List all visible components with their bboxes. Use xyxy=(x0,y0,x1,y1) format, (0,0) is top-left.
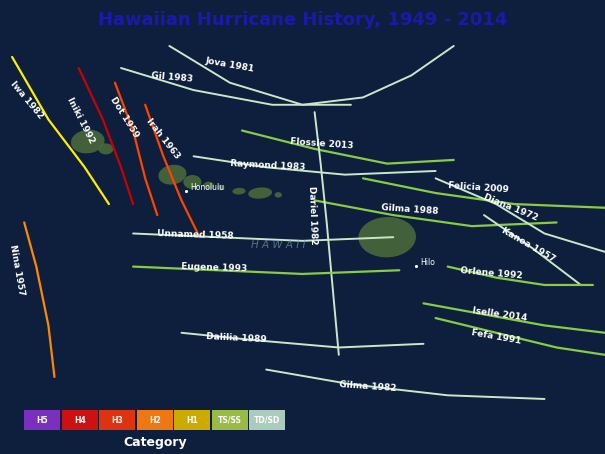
FancyBboxPatch shape xyxy=(99,410,136,430)
Ellipse shape xyxy=(159,165,186,185)
Text: Iwa 1982: Iwa 1982 xyxy=(8,80,45,121)
Text: Irah 1963: Irah 1963 xyxy=(145,117,182,161)
Text: H1: H1 xyxy=(186,416,198,424)
FancyBboxPatch shape xyxy=(174,410,211,430)
Text: Dariel 1982: Dariel 1982 xyxy=(307,186,318,245)
Text: H4: H4 xyxy=(74,416,85,424)
Text: Eugene 1993: Eugene 1993 xyxy=(182,262,247,273)
Ellipse shape xyxy=(183,175,201,189)
Text: Nina 1957: Nina 1957 xyxy=(8,244,25,296)
Text: TS/SS: TS/SS xyxy=(218,416,241,424)
Text: Diana 1972: Diana 1972 xyxy=(482,192,539,222)
Text: H2: H2 xyxy=(149,416,160,424)
Ellipse shape xyxy=(275,192,282,197)
Ellipse shape xyxy=(203,182,214,190)
Ellipse shape xyxy=(98,143,114,154)
Text: Hilo: Hilo xyxy=(420,258,436,267)
Text: H5: H5 xyxy=(36,416,48,424)
Text: Hawaiian Hurricane History, 1949 - 2014: Hawaiian Hurricane History, 1949 - 2014 xyxy=(98,11,507,29)
Text: Honolulu: Honolulu xyxy=(191,183,224,192)
Text: Raymond 1983: Raymond 1983 xyxy=(230,159,306,172)
Ellipse shape xyxy=(71,130,105,153)
Ellipse shape xyxy=(248,188,272,199)
FancyBboxPatch shape xyxy=(249,410,286,430)
Text: Iselle 2014: Iselle 2014 xyxy=(471,306,528,323)
Text: Jova 1981: Jova 1981 xyxy=(205,56,255,74)
FancyBboxPatch shape xyxy=(24,410,60,430)
Text: Fefa 1991: Fefa 1991 xyxy=(471,328,522,346)
Text: Category: Category xyxy=(123,436,188,449)
Text: TD/SD: TD/SD xyxy=(254,416,280,424)
Text: Felicia 2009: Felicia 2009 xyxy=(447,181,509,194)
Text: Gilma 1982: Gilma 1982 xyxy=(338,380,396,393)
Text: H3: H3 xyxy=(111,416,123,424)
FancyBboxPatch shape xyxy=(212,410,248,430)
Ellipse shape xyxy=(217,185,224,190)
Text: Unnamed 1958: Unnamed 1958 xyxy=(157,229,234,241)
Text: Gil 1983: Gil 1983 xyxy=(151,71,194,84)
FancyBboxPatch shape xyxy=(137,410,173,430)
Text: Dot 1959: Dot 1959 xyxy=(108,95,140,139)
Ellipse shape xyxy=(358,217,416,257)
Text: Kanoa 1957: Kanoa 1957 xyxy=(500,226,557,264)
FancyBboxPatch shape xyxy=(62,410,98,430)
Text: Flossie 2013: Flossie 2013 xyxy=(290,137,354,150)
Text: Gilma 1988: Gilma 1988 xyxy=(381,203,439,216)
Ellipse shape xyxy=(232,188,246,194)
Text: H A W A I I: H A W A I I xyxy=(251,240,306,250)
Text: Iniki 1992: Iniki 1992 xyxy=(65,95,97,144)
Text: Orlene 1992: Orlene 1992 xyxy=(459,266,523,280)
Text: Dalilia 1989: Dalilia 1989 xyxy=(206,332,266,344)
